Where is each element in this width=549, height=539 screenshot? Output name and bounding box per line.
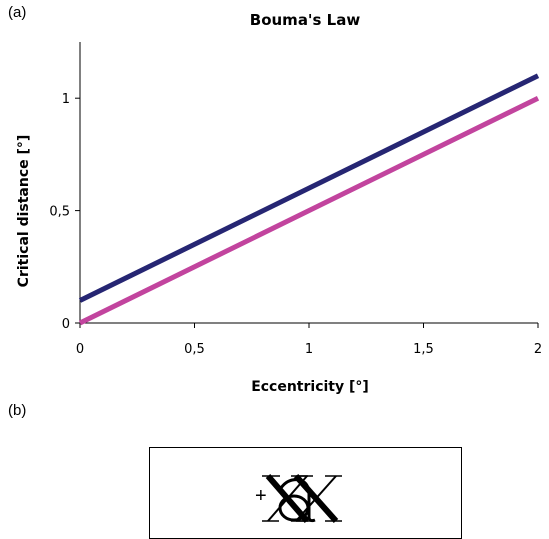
bouma-chart: Bouma's Law 0 0,5 1 1,5 2 0 0,5 1 Eccentricity …: [16, 11, 542, 395]
series-line-2: [78, 95, 540, 326]
fixation-cross: +: [255, 485, 267, 507]
chart-title: Bouma's Law: [250, 11, 361, 29]
x-tick-label: 0: [76, 342, 84, 357]
y-tick-label: 1: [62, 92, 70, 107]
letter-x-right: [291, 474, 342, 523]
chart-ticks: 0 0,5 1 1,5 2 0 0,5 1: [49, 92, 542, 357]
series-line-1: [78, 73, 540, 303]
panel-label-b: (b): [8, 402, 27, 419]
panel-label-a: (a): [8, 4, 27, 21]
y-tick-label: 0,5: [49, 205, 70, 220]
chart-axes: [79, 42, 538, 324]
x-tick-label: 0,5: [184, 342, 205, 357]
x-axis-label: Eccentricity [°]: [251, 379, 369, 395]
x-tick-label: 2: [534, 342, 542, 357]
y-axis-label: Critical distance [°]: [16, 135, 32, 288]
x-tick-label: 1,5: [413, 342, 434, 357]
y-tick-label: 0: [62, 317, 70, 332]
crowded-letters-icon: [262, 474, 342, 523]
x-tick-label: 1: [305, 342, 313, 357]
crowding-stimulus-box: +: [149, 447, 462, 539]
chart-series: [78, 73, 540, 326]
